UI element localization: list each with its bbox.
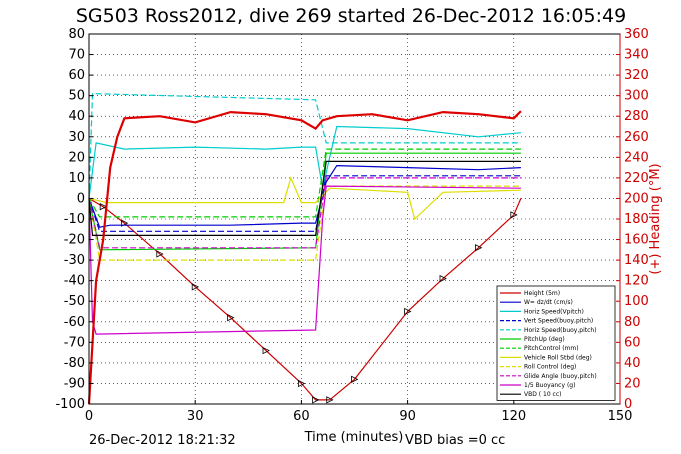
right-tick-label: 200 xyxy=(624,191,649,206)
right-tick-label: 220 xyxy=(624,171,649,186)
legend-label-7: Vehicle Roll Stbd (deg) xyxy=(524,354,592,361)
footer-vbd-bias: VBD bias =0 cc xyxy=(405,433,505,448)
x-tick-label: 30 xyxy=(187,409,204,424)
legend-label-1: W= dz/dt (cm/s) xyxy=(524,299,573,306)
series-line-8 xyxy=(88,185,521,261)
x-axis-label: Time (minutes) xyxy=(304,430,404,445)
right-tick-label: 20 xyxy=(624,376,641,391)
y-tick-label: 10 xyxy=(68,171,85,186)
legend-label-6: PitchControl (mm) xyxy=(524,345,579,352)
y-tick-label: -90 xyxy=(64,376,85,391)
y-tick-label: -10 xyxy=(64,212,85,227)
right-tick-label: 240 xyxy=(624,150,649,165)
legend-label-4: Horiz Speed(buoy,pitch) xyxy=(524,327,597,334)
y-tick-label: 70 xyxy=(68,48,85,63)
right-tick-label: 320 xyxy=(624,68,649,83)
axes: 0 30 60 90 120 15080706050403020100-10-20-30-… xyxy=(55,27,648,424)
y-tick-label: -80 xyxy=(64,356,85,371)
right-tick-label: 40 xyxy=(624,356,641,371)
series-line-11 xyxy=(88,160,521,236)
height-marker xyxy=(191,283,200,291)
height-marker xyxy=(312,396,320,404)
legend-label-11: VBD ( 10 cc) xyxy=(524,391,561,398)
series-line-4 xyxy=(88,92,521,199)
x-tick-label: 150 xyxy=(608,409,633,424)
height-marker xyxy=(510,211,518,219)
footer-timestamp: 26-Dec-2012 18:21:32 xyxy=(89,433,236,448)
height-marker xyxy=(298,379,306,388)
legend: Height (5m) W= dz/dt (cm/s) Horiz Speed(Vp… xyxy=(496,285,616,401)
x-tick-label: 0 xyxy=(85,409,93,424)
height-marker xyxy=(475,244,483,252)
height-marker xyxy=(439,274,447,283)
legend-label-0: Height (5m) xyxy=(524,290,560,297)
series-line-7 xyxy=(88,176,521,221)
x-tick-label: 60 xyxy=(293,409,310,424)
series-layer xyxy=(87,92,522,405)
legend-label-5: PitchUp (deg) xyxy=(524,336,565,343)
y-tick-label: -60 xyxy=(64,315,85,330)
legend-box xyxy=(496,285,616,401)
right-tick-label: 300 xyxy=(624,89,649,104)
series-line-9 xyxy=(88,177,521,249)
legend-label-2: Horiz Speed(Vpitch) xyxy=(524,308,584,315)
right-tick-label: 180 xyxy=(624,212,649,227)
height-marker xyxy=(99,203,108,211)
y-tick-label: -40 xyxy=(64,274,85,289)
y-tick-label: 20 xyxy=(68,150,85,165)
height-marker xyxy=(156,250,164,258)
y-tick-label: -70 xyxy=(64,335,85,350)
right-tick-label: 60 xyxy=(624,335,641,350)
x-tick-label: 90 xyxy=(399,409,416,424)
right-tick-label: 0 xyxy=(624,397,632,412)
right-tick-label: 120 xyxy=(624,274,649,289)
y-tick-label: -50 xyxy=(64,294,85,309)
series-line-3 xyxy=(88,175,521,232)
series-line-1 xyxy=(88,164,521,228)
height-marker xyxy=(351,375,359,383)
y-tick-label: 30 xyxy=(68,130,85,145)
right-tick-label: 260 xyxy=(624,130,649,145)
height-marker xyxy=(404,307,412,316)
y-tick-label: -20 xyxy=(64,233,85,248)
legend-label-3: Vert Speed(buoy,pitch) xyxy=(524,318,593,325)
chart-title: SG503 Ross2012, dive 269 started 26-Dec-… xyxy=(76,5,626,27)
right-tick-label: 160 xyxy=(624,233,649,248)
y-tick-label: 0 xyxy=(77,191,85,206)
legend-label-10: 1/5 Buoyancy (g) xyxy=(524,382,575,389)
right-tick-label: 80 xyxy=(624,315,641,330)
heading-line xyxy=(87,110,522,405)
height-marker xyxy=(227,314,235,322)
series-line-0 xyxy=(88,197,522,401)
series-line-2 xyxy=(88,125,521,199)
y-tick-label: -30 xyxy=(64,253,85,268)
right-axis-label: (+) Heading (°M) xyxy=(648,163,663,274)
y-tick-label: 60 xyxy=(68,68,85,83)
y-tick-label: 80 xyxy=(68,27,85,42)
x-tick-label: 120 xyxy=(501,409,526,424)
y-tick-label: -100 xyxy=(55,397,85,412)
series-line-6 xyxy=(88,148,521,218)
legend-label-8: Roll Control (deg) xyxy=(524,364,576,371)
legend-label-9: Glide Angle (buoy,pitch) xyxy=(524,373,597,380)
right-tick-label: 140 xyxy=(624,253,649,268)
y-tick-label: 40 xyxy=(68,109,85,124)
right-tick-label: 280 xyxy=(624,109,649,124)
height-marker xyxy=(326,396,334,404)
height-marker xyxy=(262,346,270,355)
y-tick-label: 50 xyxy=(68,89,85,104)
right-tick-label: 100 xyxy=(624,294,649,309)
right-tick-label: 340 xyxy=(624,48,649,63)
right-tick-label: 360 xyxy=(624,27,649,42)
